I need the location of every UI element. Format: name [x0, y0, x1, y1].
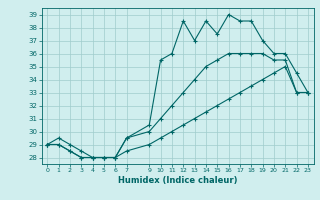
X-axis label: Humidex (Indice chaleur): Humidex (Indice chaleur): [118, 176, 237, 185]
